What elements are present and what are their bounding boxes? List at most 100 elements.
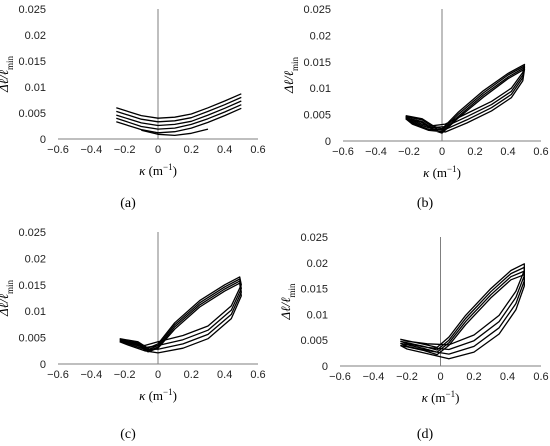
- series-line-5: [116, 107, 242, 134]
- y-tick-label: 0: [40, 359, 46, 371]
- x-tick-label: −0.4: [365, 146, 387, 158]
- x-tick-label: 0.2: [467, 146, 482, 158]
- x-tick-label: 0.4: [500, 146, 515, 158]
- y-tick-label: 0.025: [18, 4, 46, 16]
- x-tick-label: −0.2: [114, 144, 136, 156]
- y-tick-label: 0.01: [310, 83, 331, 95]
- x-tick-label: 0.2: [184, 144, 199, 156]
- series-line-3: [405, 66, 526, 133]
- x-axis-label-close: ): [173, 388, 177, 403]
- y-tick-label: 0: [40, 134, 46, 146]
- y-tick-label: 0.025: [18, 227, 46, 239]
- y-tick-label: 0.01: [307, 309, 328, 321]
- x-tick-label: −0.6: [332, 146, 354, 158]
- y-tick-label: 0.015: [18, 280, 46, 292]
- x-axis-label-exponent: −1: [163, 162, 173, 172]
- x-tick-label: 0.2: [466, 371, 481, 383]
- x-axis-label: κ (m−1): [139, 162, 177, 178]
- series-line-1: [116, 93, 242, 119]
- y-axis-label-main: Δℓ/ℓ: [0, 69, 11, 93]
- x-tick-label: 0.4: [500, 371, 515, 383]
- series-line-4: [116, 104, 242, 130]
- x-tick-label: 0: [155, 144, 161, 156]
- panel-label: (b): [417, 196, 434, 211]
- y-tick-label: 0.015: [300, 284, 328, 296]
- x-axis-label-unit: (m: [149, 388, 163, 403]
- y-tick-label: 0.015: [303, 57, 331, 69]
- x-axis-label-exponent: −1: [447, 164, 457, 174]
- chart-panel-c: −0.6 −0.4 −0.2 0 0.2 0.4 0.6 0 0.005 0.01 0.015 0.0…: [0, 227, 266, 442]
- x-tick-label: 0.6: [533, 146, 548, 158]
- y-axis-label-main: Δℓ/ℓ: [281, 70, 296, 94]
- y-tick-label: 0: [325, 136, 331, 148]
- y-axis-label: Δℓ/ℓmin: [0, 279, 15, 317]
- y-tick-label: 0.02: [307, 258, 328, 270]
- panel-label: (d): [417, 427, 434, 442]
- x-tick-label: −0.4: [80, 144, 102, 156]
- chart-panel-b: −0.6 −0.4 −0.2 0 0.2 0.4 0.6 0 0.005 0.01 0.015 0.0…: [281, 4, 549, 211]
- x-axis-label-symbol: κ: [423, 165, 433, 180]
- y-axis-label-subscript: min: [5, 55, 15, 70]
- series-line-3: [116, 100, 242, 127]
- y-tick-label: 0.025: [300, 232, 328, 244]
- x-tick-label: −0.4: [80, 369, 102, 381]
- x-axis-label-exponent: −1: [163, 387, 173, 397]
- x-tick-label: −0.6: [47, 144, 69, 156]
- panel-label: (a): [120, 196, 136, 211]
- series-line-4: [399, 274, 525, 360]
- chart-panel-d: −0.6 −0.4 −0.2 0 0.2 0.4 0.6 0 0.005 0.01 0.015 0.0…: [278, 232, 549, 442]
- y-axis-label-main: Δℓ/ℓ: [0, 293, 11, 317]
- y-tick-label: 0.01: [25, 82, 46, 94]
- x-tick-label: 0.4: [217, 369, 232, 381]
- x-axis-label: κ (m−1): [423, 164, 461, 180]
- x-tick-label: −0.6: [329, 371, 351, 383]
- panel-label: (c): [120, 427, 136, 442]
- y-tick-label: 0.025: [303, 4, 331, 16]
- x-tick-label: 0: [439, 146, 445, 158]
- series-line-4: [405, 68, 526, 134]
- x-tick-label: 0: [437, 371, 443, 383]
- series-line-2: [400, 266, 525, 351]
- x-tick-label: 0.6: [250, 144, 265, 156]
- y-axis-label: Δℓ/ℓmin: [0, 55, 15, 93]
- x-axis-label-close: ): [455, 390, 459, 405]
- x-tick-label: 0.4: [217, 144, 232, 156]
- x-tick-label: 0.2: [184, 369, 199, 381]
- x-tick-label: 0.6: [250, 369, 265, 381]
- x-axis-label-unit: (m: [431, 390, 445, 405]
- series-line-6: [141, 128, 209, 137]
- y-tick-label: 0.005: [18, 333, 46, 345]
- y-tick-label: 0: [322, 361, 328, 373]
- x-axis-label-symbol: κ: [422, 390, 432, 405]
- x-tick-label: −0.2: [396, 371, 418, 383]
- x-tick-label: −0.4: [363, 371, 385, 383]
- y-tick-label: 0.02: [310, 30, 331, 42]
- y-tick-label: 0.005: [18, 108, 46, 120]
- y-tick-label: 0.015: [18, 56, 46, 68]
- chart-panel-a: −0.6 −0.4 −0.2 0 0.2 0.4 0.6 0 0.005 0.01 0.015 0.0…: [0, 4, 266, 211]
- y-axis-label-subscript: min: [290, 56, 300, 71]
- x-tick-label: 0: [155, 369, 161, 381]
- y-tick-label: 0.02: [25, 30, 46, 42]
- x-axis-label: κ (m−1): [139, 387, 177, 403]
- x-tick-label: −0.6: [47, 369, 69, 381]
- y-tick-label: 0.02: [25, 253, 46, 265]
- series-line-1: [400, 263, 525, 349]
- y-axis-label-main: Δℓ/ℓ: [278, 297, 293, 321]
- x-axis-label-symbol: κ: [139, 388, 149, 403]
- y-tick-label: 0.005: [303, 110, 331, 122]
- y-tick-label: 0.01: [25, 306, 46, 318]
- x-axis-label-unit: (m: [149, 163, 163, 178]
- y-axis-label-subscript: min: [287, 283, 297, 298]
- x-axis-label-symbol: κ: [139, 163, 149, 178]
- x-axis-label: κ (m−1): [422, 389, 460, 405]
- series-line-1: [405, 63, 526, 130]
- y-axis-label: Δℓ/ℓmin: [281, 56, 300, 94]
- series-line-4: [119, 282, 242, 354]
- x-axis-label-unit: (m: [433, 165, 447, 180]
- x-tick-label: 0.6: [533, 371, 548, 383]
- x-axis-label-exponent: −1: [446, 389, 456, 399]
- x-axis-label-close: ): [457, 165, 461, 180]
- x-tick-label: −0.2: [398, 146, 420, 158]
